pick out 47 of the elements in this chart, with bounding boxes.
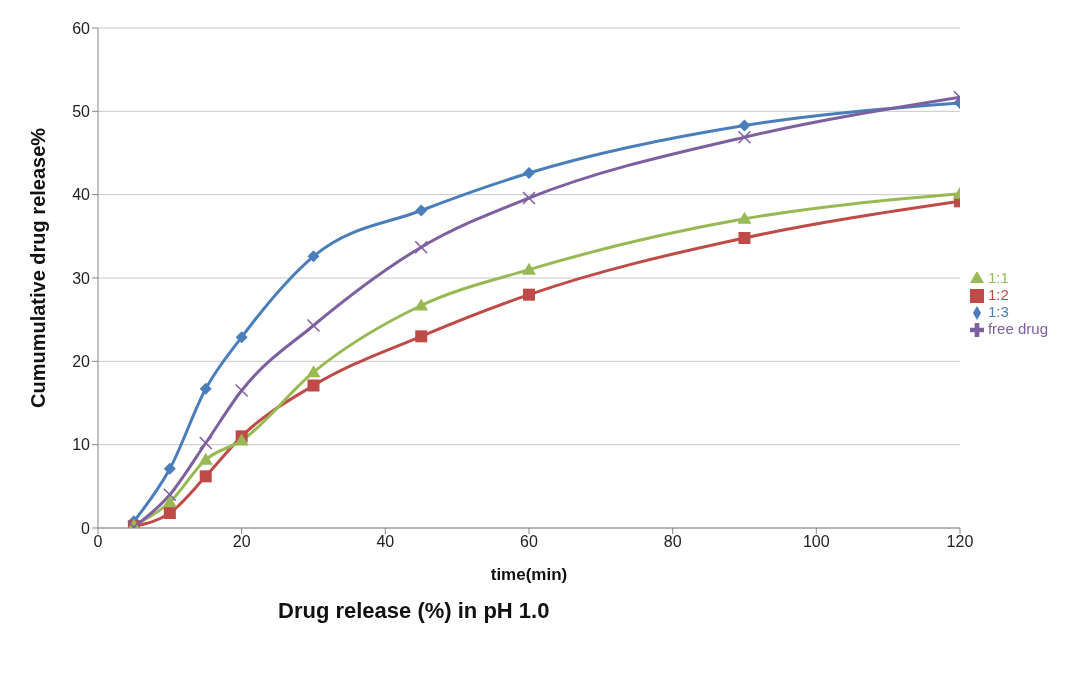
legend-label: free drug: [987, 320, 1048, 338]
y-tick-label: 10: [72, 436, 91, 454]
y-tick-label: 60: [72, 19, 91, 37]
x-tick-label: 0: [93, 533, 103, 551]
point: [199, 470, 212, 483]
point: [235, 331, 248, 344]
y-tick-label: 20: [72, 353, 91, 371]
x-tick-label: 20: [232, 533, 251, 551]
point: [415, 330, 428, 343]
point: [414, 298, 429, 311]
point: [198, 452, 213, 465]
point: [522, 191, 536, 205]
y-tick-label: 40: [72, 186, 91, 204]
point: [738, 232, 751, 244]
point: [163, 507, 176, 519]
x-tick-label: 100: [802, 533, 830, 551]
legend-label: 1:1: [987, 268, 1009, 286]
x-tick-label: 40: [376, 533, 395, 551]
point: [415, 204, 428, 217]
point: [163, 462, 176, 475]
point: [737, 211, 752, 224]
point: [307, 250, 320, 263]
y-axis-title: Cumumulative drug release%: [27, 127, 50, 408]
point: [199, 382, 212, 395]
point: [738, 119, 751, 132]
y-tick-label: 50: [72, 103, 91, 121]
point: [737, 130, 752, 144]
text: Drug release (%) in pH 1.0: [278, 598, 551, 624]
point: [163, 487, 177, 502]
legend-label: 1:3: [987, 303, 1009, 320]
point: [414, 240, 428, 254]
point: [307, 379, 320, 392]
legend-label: 1:2: [987, 285, 1009, 303]
x-tick-label: 120: [946, 533, 974, 551]
point: [198, 436, 213, 450]
point: [522, 288, 535, 301]
point: [234, 383, 249, 398]
x-axis-title: time(min): [490, 565, 568, 584]
y-tick-label: 30: [72, 269, 91, 287]
y-tick-label: 0: [81, 519, 91, 537]
point: [306, 365, 321, 378]
x-tick-label: 80: [663, 533, 682, 551]
point: [521, 262, 536, 275]
point: [306, 318, 321, 333]
x-tick-label: 60: [520, 533, 538, 551]
point: [522, 167, 535, 179]
point: [162, 495, 177, 508]
